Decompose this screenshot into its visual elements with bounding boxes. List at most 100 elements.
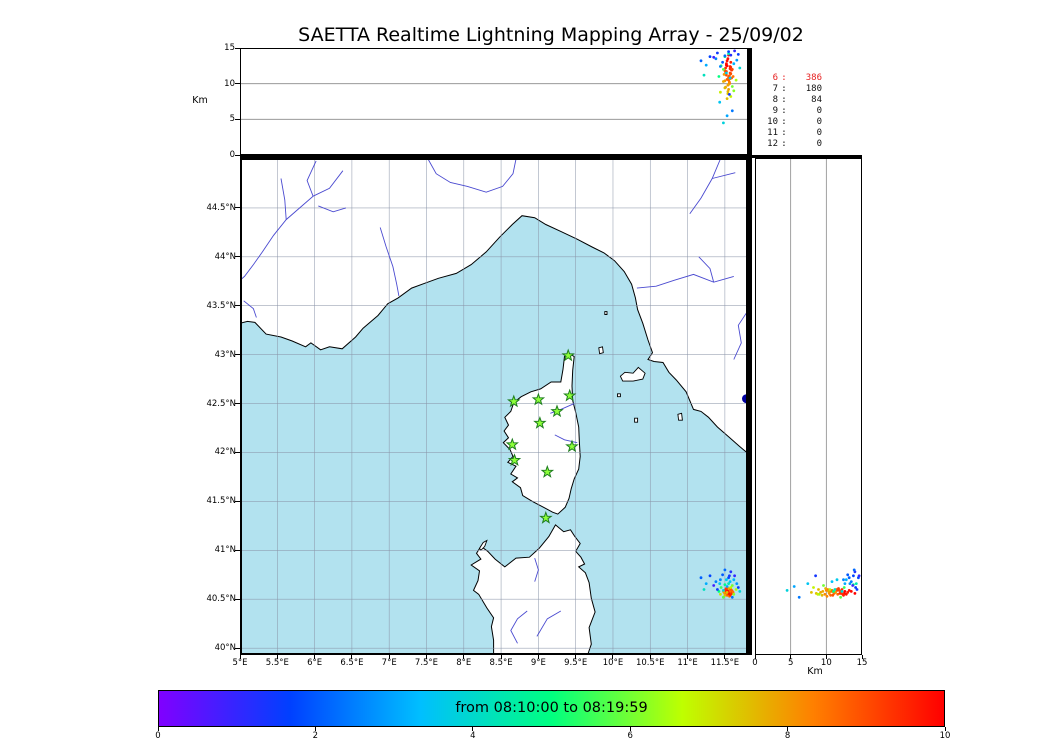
lightning-source-dot xyxy=(702,73,706,77)
lightning-source-dot xyxy=(732,62,736,66)
stats-count-value: 0 xyxy=(816,128,822,138)
lightning-source-dot xyxy=(728,580,732,583)
lon-tick-label: 5°E xyxy=(232,658,248,668)
lightning-source-dot xyxy=(702,588,706,591)
lat-tick-label: 42.5°N xyxy=(206,398,236,409)
tick-mark xyxy=(687,655,689,659)
lightning-source-dot xyxy=(699,59,703,63)
lightning-source-dot xyxy=(829,593,832,597)
lightning-source-dot xyxy=(837,587,840,590)
lightning-source-dot xyxy=(721,60,724,64)
lightning-source-dot xyxy=(738,590,742,593)
lightning-source-dot xyxy=(726,57,730,61)
river xyxy=(636,273,734,289)
lightning-source-dot xyxy=(857,574,861,578)
stats-bin-label: 12 xyxy=(767,139,778,149)
stats-row: 12: 0 xyxy=(758,139,828,150)
lightning-source-dot xyxy=(723,86,727,90)
station-star xyxy=(540,464,555,478)
lightning-source-dot xyxy=(725,73,728,77)
stats-count-value: 386 xyxy=(805,73,822,83)
tick-mark xyxy=(388,655,390,659)
alt-tick-label: 0 xyxy=(229,150,235,160)
coastline-mainland xyxy=(240,158,748,455)
lightning-source-dot xyxy=(842,578,845,582)
lightning-source-dot xyxy=(708,55,712,58)
station-star xyxy=(505,437,519,451)
lon-tick-label: 6°E xyxy=(307,658,323,668)
lightning-source-dot xyxy=(846,573,850,577)
lightning-source-dot xyxy=(732,578,736,582)
lightning-source-dot xyxy=(727,50,730,53)
lon-tick-label: 5.5°E xyxy=(265,658,289,668)
lightning-source-dot xyxy=(724,66,727,70)
lightning-source-dot xyxy=(723,593,727,597)
lightning-source-dot xyxy=(728,593,732,597)
tick-mark xyxy=(157,727,159,731)
stats-count-value: 0 xyxy=(816,106,822,116)
lightning-source-dot xyxy=(823,592,827,596)
lightning-source-dot xyxy=(732,592,736,596)
tick-mark xyxy=(629,727,631,731)
lightning-source-dot xyxy=(842,586,846,589)
tick-mark xyxy=(790,655,792,659)
lightning-source-dot xyxy=(725,78,729,81)
panel-border xyxy=(755,158,862,655)
lightning-source-dot xyxy=(723,583,727,586)
river xyxy=(534,557,539,582)
tick-mark xyxy=(314,727,316,731)
river xyxy=(240,160,317,281)
colorbar-tick-label: 0 xyxy=(155,731,161,741)
tick-mark xyxy=(944,727,946,731)
lat-tick-label: 44°N xyxy=(214,251,236,262)
lightning-source-dot xyxy=(825,594,829,598)
station-star xyxy=(506,394,521,408)
colorbar-tick-label: 2 xyxy=(312,731,319,741)
lightning-source-dot xyxy=(844,592,848,596)
lightning-source-dot xyxy=(833,588,837,591)
tick-mark xyxy=(724,655,726,659)
lightning-source-dot xyxy=(727,88,730,91)
lightning-source-dot xyxy=(734,588,738,591)
lightning-source-dot xyxy=(836,592,840,596)
lightning-source-dot xyxy=(824,587,827,590)
lightning-source-dot xyxy=(854,586,857,589)
lightning-source-dot xyxy=(732,89,736,93)
lightning-source-dot xyxy=(722,589,725,592)
stats-colon: : xyxy=(781,139,787,149)
stats-row: 10: 0 xyxy=(758,117,828,128)
lightning-source-dot xyxy=(708,574,712,578)
stats-colon: : xyxy=(781,73,787,83)
river xyxy=(427,158,517,193)
lon-tick-label: 11.5°E xyxy=(710,658,740,668)
lightning-source-dot xyxy=(849,580,853,583)
source-counts-panel: 6: 386 7: 180 8: 84 9: 0 10: 0 11: 0 12: 0 xyxy=(758,73,828,150)
lightning-source-dot xyxy=(725,71,728,75)
tick-mark xyxy=(314,655,316,659)
lightning-source-dot xyxy=(725,585,729,588)
stats-row: 6: 386 xyxy=(758,73,828,84)
lon-tick-label: 10°E xyxy=(602,658,624,668)
lightning-source-dot xyxy=(725,59,729,63)
lightning-source-dot xyxy=(735,58,739,62)
lightning-source-dot xyxy=(852,568,856,572)
lightning-source-dot xyxy=(733,49,736,53)
lightning-source-dot xyxy=(844,578,848,582)
lightning-source-dot xyxy=(843,590,847,593)
lightning-source-dot xyxy=(735,582,739,585)
tick-mark xyxy=(463,655,465,659)
panel-background xyxy=(240,48,748,155)
lightning-source-dot xyxy=(725,97,729,100)
panel-divider-horizontal xyxy=(240,155,862,158)
lat-tick-label: 42°N xyxy=(214,447,236,458)
lightning-source-dot xyxy=(712,584,716,587)
lightning-source-dot xyxy=(717,590,721,593)
tick-mark xyxy=(649,655,651,659)
lightning-source-dot xyxy=(723,568,727,572)
lat-tick-label: 44.5°N xyxy=(206,202,236,213)
lightning-source-dot xyxy=(817,588,820,591)
lightning-source-dot xyxy=(729,95,733,98)
lightning-source-dot xyxy=(725,63,728,67)
lightning-source-dot xyxy=(835,578,839,582)
